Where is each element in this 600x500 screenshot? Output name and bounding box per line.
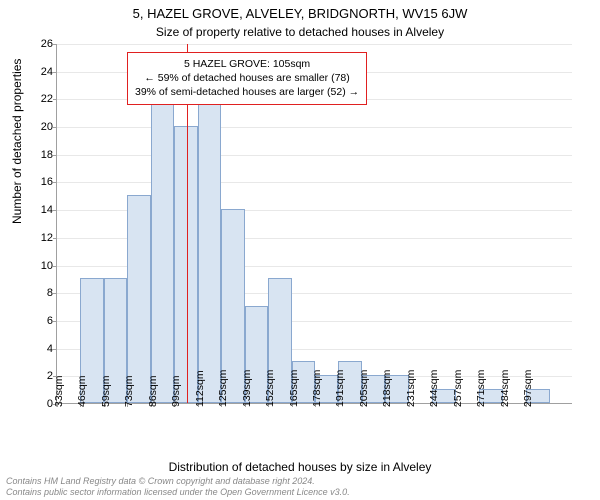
x-tick-label: 218sqm [381,370,393,407]
x-tick-label: 284sqm [499,370,511,407]
chart-area: 0246810121416182022242633sqm46sqm59sqm73… [56,44,572,404]
y-tick-label: 24 [41,66,57,78]
callout-line2: ← 59% of detached houses are smaller (78… [144,72,349,84]
x-tick-label: 191sqm [334,370,346,407]
footer-line2: Contains public sector information licen… [6,487,350,498]
x-tick-label: 139sqm [241,370,253,407]
grid-line [57,155,572,156]
x-tick-label: 73sqm [123,375,135,407]
grid-line [57,182,572,183]
x-axis-label: Distribution of detached houses by size … [0,460,600,474]
x-tick-label: 257sqm [452,370,464,407]
y-tick-label: 4 [47,343,57,355]
y-tick-label: 12 [41,232,57,244]
y-tick-label: 22 [41,93,57,105]
y-tick-label: 14 [41,204,57,216]
footer-line1: Contains HM Land Registry data © Crown c… [6,476,350,487]
x-tick-label: 59sqm [100,375,112,407]
callout-box: 5 HAZEL GROVE: 105sqm ← 59% of detached … [127,52,367,105]
x-tick-label: 271sqm [475,370,487,407]
x-tick-label: 99sqm [170,375,182,407]
x-tick-label: 112sqm [194,370,206,407]
page-title: 5, HAZEL GROVE, ALVELEY, BRIDGNORTH, WV1… [0,0,600,23]
grid-line [57,44,572,45]
y-axis-label: Number of detached properties [10,59,24,224]
histogram-bar [151,98,174,403]
title-line1: 5, HAZEL GROVE, ALVELEY, BRIDGNORTH, WV1… [133,6,468,21]
x-tick-label: 33sqm [53,375,65,407]
y-tick-label: 18 [41,149,57,161]
x-tick-label: 165sqm [288,370,300,407]
y-tick-label: 16 [41,176,57,188]
chart-container: 5, HAZEL GROVE, ALVELEY, BRIDGNORTH, WV1… [0,0,600,500]
footer-attribution: Contains HM Land Registry data © Crown c… [6,476,350,498]
y-tick-label: 20 [41,121,57,133]
callout-line1: 5 HAZEL GROVE: 105sqm [184,58,310,70]
y-tick-label: 6 [47,315,57,327]
page-subtitle: Size of property relative to detached ho… [0,25,600,39]
x-tick-label: 46sqm [76,375,88,407]
x-tick-label: 205sqm [358,370,370,407]
x-tick-label: 125sqm [217,370,229,407]
callout-line3: 39% of semi-detached houses are larger (… [135,86,359,98]
y-tick-label: 10 [41,260,57,272]
x-tick-label: 178sqm [311,370,323,407]
x-tick-label: 231sqm [405,370,417,407]
y-tick-label: 8 [47,287,57,299]
x-tick-label: 86sqm [147,375,159,407]
x-tick-label: 297sqm [522,370,534,407]
grid-line [57,127,572,128]
histogram-bar [198,98,221,403]
y-tick-label: 26 [41,38,57,50]
x-tick-label: 244sqm [428,370,440,407]
x-tick-label: 152sqm [264,370,276,407]
histogram-bar [127,195,150,403]
